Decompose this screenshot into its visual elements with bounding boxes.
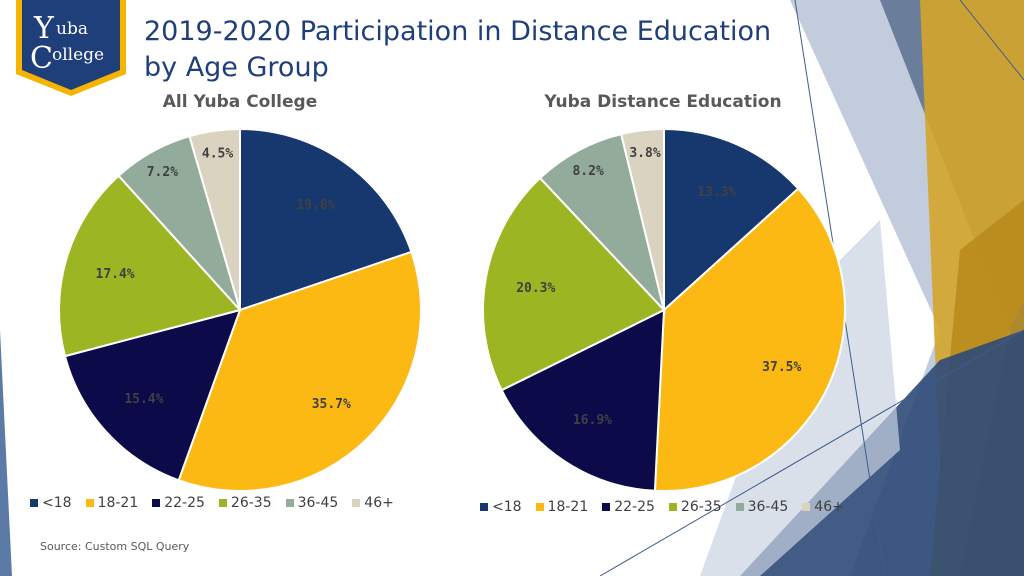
pie0-label-36-45: 7.2% [147,165,178,180]
pie0-slice-22-25 [63,308,242,482]
source-note: Source: Custom SQL Query [40,540,190,553]
pie0-slice-26-35 [58,174,242,358]
yuba-college-logo: Y uba C ollege [16,0,126,96]
pie0-label-46+: 4.5% [202,146,233,161]
legend0-swatch-18-21 [85,499,94,507]
pie0-label-26-35: 17.4% [96,267,135,282]
legend1-swatch-46+ [802,503,811,511]
legend0-label-22-25: 22-25 [164,495,205,511]
pie1-label-26-35: 20.3% [516,281,555,296]
legend0-item-22-25: 22-25 [152,495,205,511]
pie0-slice-18-21 [177,250,422,492]
svg-text:ollege: ollege [52,45,104,65]
pie1-label-46+: 3.8% [629,146,660,161]
legend1-label-<18: <18 [492,499,522,515]
chart-title-all-yuba: All Yuba College [162,92,318,112]
pie1-slice-26-35 [482,176,666,392]
legend1-swatch-18-21 [535,503,544,511]
pie1-slice-22-25 [500,308,666,492]
legend0-swatch-<18 [30,499,38,507]
legend1-swatch-22-25 [602,503,611,511]
legend0-label-26-35: 26-35 [230,495,272,511]
left-edge-shape [0,330,12,576]
deco-line-3 [959,0,1024,81]
pie1-slice-<18 [663,127,800,313]
pie1-slice-46+ [619,127,665,311]
pie1-slice-18-21 [653,187,846,492]
pie1-label-22-25: 16.9% [573,413,612,428]
legend1-label-26-35: 26-35 [680,499,722,515]
legend-distance-ed: <18 18-21 22-25 26-35 36-45 46+ [480,499,844,515]
pie0-label-22-25: 15.4% [124,392,163,407]
legend1-item-22-25: 22-25 [602,499,655,515]
pie1-label-36-45: 8.2% [572,164,603,179]
legend1-label-22-25: 22-25 [614,499,655,515]
legend0-swatch-26-35 [218,499,227,507]
legend0-label-18-21: 18-21 [97,495,139,511]
pie0-slice-<18 [239,127,413,312]
legend0-item-36-45: 36-45 [285,495,339,511]
legend0-item-46+: 46+ [352,495,394,511]
legend1-label-18-21: 18-21 [547,499,589,515]
legend0-item-26-35: 26-35 [218,495,272,511]
legend1-item-36-45: 36-45 [735,499,789,515]
legend0-swatch-46+ [352,499,361,507]
legend0-item-18-21: 18-21 [85,495,139,511]
legend0-swatch-36-45 [285,499,294,507]
page-title: 2019-2020 Participation in Distance Educ… [144,16,772,83]
svg-text:Y: Y [33,11,55,46]
legend0-item-<18: <18 [30,495,72,511]
legend1-item-26-35: 26-35 [668,499,722,515]
legend0-label-<18: <18 [42,495,72,511]
pie0-label-18-21: 35.7% [312,397,351,412]
legend1-swatch-36-45 [735,503,744,511]
legend0-label-46+: 46+ [364,495,394,511]
pie1-label-<18: 13.3% [697,185,736,200]
legend1-item-<18: <18 [480,499,522,515]
legend1-label-46+: 46+ [814,499,844,515]
legend1-label-36-45: 36-45 [747,499,789,515]
legend-all-yuba: <18 18-21 22-25 26-35 36-45 46+ [30,495,394,511]
chart-title-distance-ed: Yuba Distance Education [544,92,782,112]
pie1-label-18-21: 37.5% [762,360,801,375]
legend1-swatch-<18 [480,503,488,511]
legend0-swatch-22-25 [152,499,161,507]
legend1-swatch-26-35 [668,503,677,511]
legend0-label-36-45: 36-45 [297,495,339,511]
legend1-item-18-21: 18-21 [535,499,589,515]
pie0-slice-46+ [188,127,241,311]
pie1-slice-36-45 [538,132,666,314]
legend1-item-46+: 46+ [802,499,844,515]
svg-text:C: C [30,41,53,76]
pie0-label-<18: 19.8% [296,198,335,213]
svg-text:uba: uba [56,19,88,39]
deco-line-2 [599,329,1024,576]
